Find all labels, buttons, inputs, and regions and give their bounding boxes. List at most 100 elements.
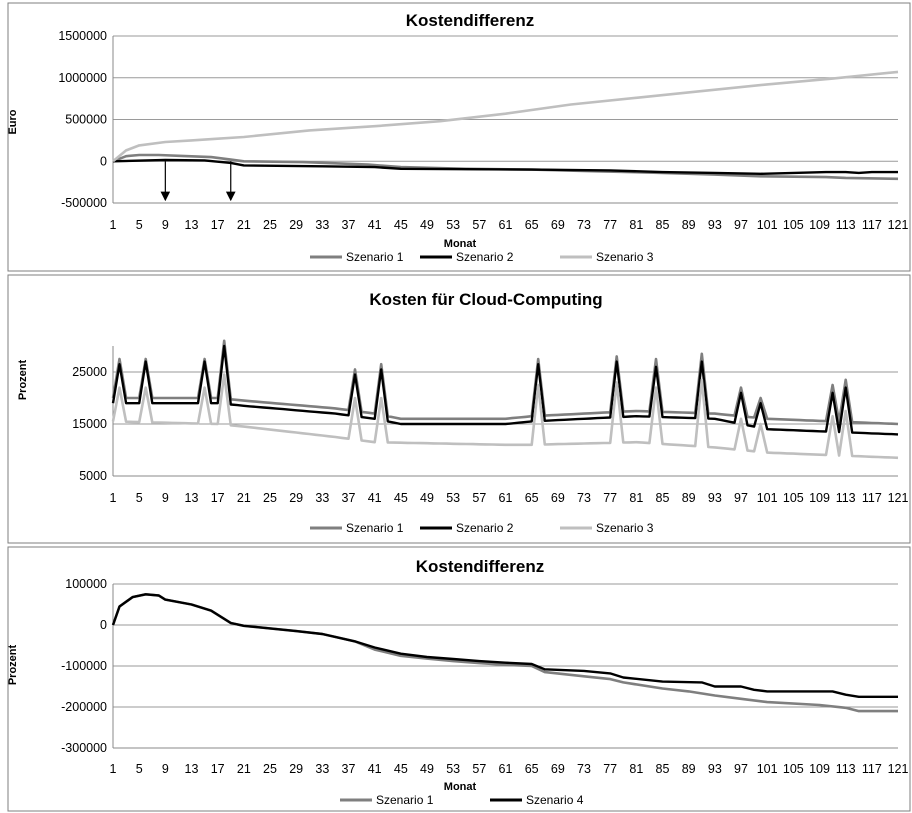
x-tick-label: 113 (836, 491, 856, 505)
legend-entry: Szenario 2 (456, 250, 514, 264)
x-tick-label: 17 (211, 491, 225, 505)
x-tick-label: 9 (162, 491, 169, 505)
x-tick-label: 101 (757, 762, 778, 776)
legend-entry: Szenario 2 (456, 521, 514, 535)
x-tick-label: 73 (577, 218, 591, 232)
x-tick-label: 69 (551, 762, 565, 776)
series-line-szenario-3 (111, 373, 899, 460)
panel-frame (7, 546, 911, 812)
y-tick-label: -100000 (61, 659, 107, 673)
x-tick-label: 1 (110, 491, 117, 505)
x-tick-label: 57 (472, 762, 486, 776)
x-tick-label: 93 (708, 491, 722, 505)
x-tick-label: 49 (420, 218, 434, 232)
x-tick-label: 113 (836, 218, 856, 232)
x-tick-label: 117 (862, 491, 882, 505)
x-tick-label: 73 (577, 762, 591, 776)
x-tick-label: 49 (420, 762, 434, 776)
x-tick-label: 21 (237, 218, 251, 232)
x-tick-label: 97 (734, 762, 748, 776)
y-tick-label: 100000 (65, 577, 107, 591)
x-tick-label: 25 (263, 491, 277, 505)
y-axis-label: Prozent (17, 359, 29, 400)
x-tick-label: 37 (342, 762, 356, 776)
legend-entry: Szenario 1 (376, 793, 434, 807)
x-tick-label: 89 (682, 218, 696, 232)
x-tick-label: 17 (211, 218, 225, 232)
x-tick-label: 105 (783, 762, 804, 776)
y-tick-label: 1500000 (58, 29, 107, 43)
x-tick-label: 37 (342, 218, 356, 232)
x-tick-label: 1 (110, 218, 117, 232)
x-tick-label: 45 (394, 491, 408, 505)
x-tick-label: 21 (237, 491, 251, 505)
x-tick-label: 41 (368, 491, 382, 505)
x-tick-label: 101 (757, 491, 778, 505)
x-tick-label: 45 (394, 762, 408, 776)
x-tick-label: 89 (682, 762, 696, 776)
x-tick-label: 93 (708, 762, 722, 776)
x-tick-label: 29 (289, 491, 303, 505)
x-axis-label: Monat (444, 781, 477, 793)
x-tick-label: 57 (472, 218, 486, 232)
y-tick-label: 500000 (65, 113, 107, 127)
x-tick-label: 81 (629, 491, 643, 505)
x-tick-label: 121 (888, 218, 909, 232)
x-tick-label: 21 (237, 762, 251, 776)
x-tick-label: 29 (289, 762, 303, 776)
x-tick-label: 25 (263, 218, 277, 232)
series-line-szenario-2 (111, 344, 899, 436)
x-tick-label: 9 (162, 762, 169, 776)
x-tick-label: 41 (368, 218, 382, 232)
x-tick-label: 113 (836, 762, 856, 776)
x-tick-label: 117 (862, 218, 882, 232)
x-tick-label: 5 (136, 762, 143, 776)
series-line-szenario-1 (112, 153, 899, 181)
y-tick-label: -300000 (61, 741, 107, 755)
x-tick-label: 49 (420, 491, 434, 505)
x-tick-label: 121 (888, 491, 909, 505)
x-tick-label: 69 (551, 491, 565, 505)
series-line-szenario-4 (111, 593, 898, 698)
x-tick-label: 77 (603, 218, 617, 232)
x-tick-label: 93 (708, 218, 722, 232)
x-tick-label: 41 (368, 762, 382, 776)
x-tick-label: 33 (315, 762, 329, 776)
legend-entry: Szenario 3 (596, 250, 654, 264)
y-tick-label: 25000 (72, 365, 107, 379)
x-tick-label: 117 (862, 762, 882, 776)
y-tick-label: -500000 (61, 196, 107, 210)
x-tick-label: 33 (315, 218, 329, 232)
x-tick-label: 13 (185, 762, 199, 776)
x-tick-label: 33 (315, 491, 329, 505)
y-tick-label: 1000000 (58, 71, 107, 85)
y-axis-label: Euro (7, 109, 19, 134)
panel-frame (7, 2, 911, 272)
x-tick-label: 109 (809, 491, 830, 505)
x-tick-label: 105 (783, 491, 804, 505)
x-tick-label: 29 (289, 218, 303, 232)
x-tick-label: 81 (629, 762, 643, 776)
y-tick-label: 5000 (79, 469, 107, 483)
y-tick-label: 0 (100, 618, 107, 632)
x-tick-label: 85 (656, 491, 670, 505)
y-tick-label: 0 (100, 154, 107, 168)
x-axis-label: Monat (444, 238, 477, 250)
x-tick-label: 97 (734, 491, 748, 505)
legend-entry: Szenario 1 (346, 250, 404, 264)
x-tick-label: 69 (551, 218, 565, 232)
x-tick-label: 77 (603, 491, 617, 505)
x-tick-label: 53 (446, 218, 460, 232)
x-tick-label: 109 (809, 218, 830, 232)
x-tick-label: 25 (263, 762, 277, 776)
x-tick-label: 65 (525, 762, 539, 776)
x-tick-label: 53 (446, 762, 460, 776)
x-tick-label: 77 (603, 762, 617, 776)
x-tick-label: 1 (110, 762, 117, 776)
y-axis-label: Prozent (7, 644, 19, 685)
x-tick-label: 97 (734, 218, 748, 232)
legend-entry: Szenario 3 (596, 521, 654, 535)
x-tick-label: 73 (577, 491, 591, 505)
x-tick-label: 37 (342, 491, 356, 505)
